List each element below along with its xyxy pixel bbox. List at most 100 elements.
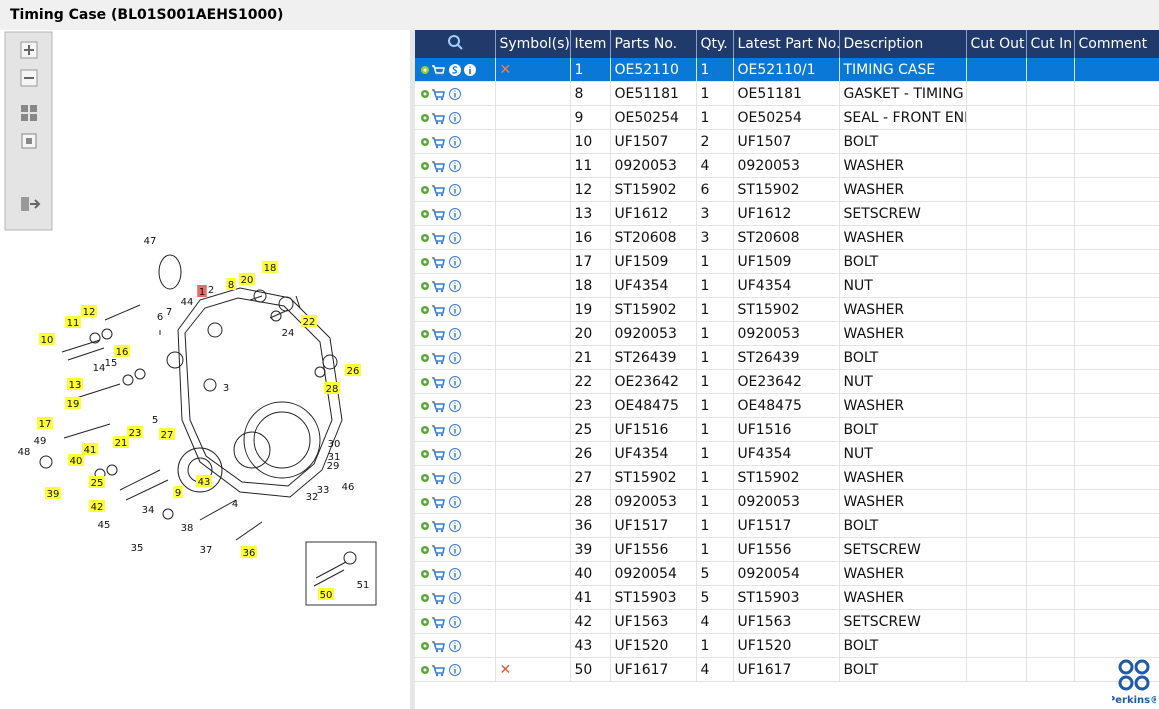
row-actions[interactable] (415, 249, 496, 274)
part-row[interactable]: 18 UF4354 1 UF4354 NUT (415, 273, 1159, 298)
column-header[interactable]: Cut Out (966, 30, 1027, 58)
row-icons[interactable] (419, 614, 483, 630)
row-icons[interactable] (419, 230, 483, 246)
part-row[interactable]: 27 ST15902 1 ST15902 WASHER (415, 465, 1159, 490)
row-actions[interactable] (415, 393, 496, 418)
row-icons[interactable] (419, 158, 483, 174)
callout-label[interactable]: 14 (93, 363, 106, 374)
callout-label[interactable]: 7 (166, 307, 172, 318)
row-icons[interactable] (419, 446, 483, 462)
part-row[interactable]: 36 UF1517 1 UF1517 BOLT (415, 513, 1159, 538)
callout-label[interactable]: 30 (328, 439, 341, 450)
callout-label[interactable]: 40 (70, 456, 83, 467)
callout-label[interactable]: 18 (264, 263, 277, 274)
callout-label[interactable]: 29 (327, 461, 340, 472)
row-icons[interactable] (419, 86, 483, 102)
row-icons[interactable] (419, 278, 483, 294)
callout-label[interactable]: 23 (129, 428, 142, 439)
callout-label[interactable]: 44 (181, 297, 194, 308)
callout-label[interactable]: 17 (39, 419, 52, 430)
callout-label[interactable]: 21 (115, 438, 128, 449)
fit-button[interactable] (21, 105, 37, 121)
row-icons[interactable] (419, 254, 483, 270)
row-icons[interactable] (419, 134, 483, 150)
column-header[interactable]: Item (570, 30, 611, 58)
callout-label[interactable]: 45 (98, 520, 111, 531)
row-actions[interactable] (415, 345, 496, 370)
callout-label[interactable]: 22 (303, 317, 316, 328)
part-row[interactable]: 19 ST15902 1 ST15902 WASHER (415, 297, 1159, 322)
callout-label[interactable]: 49 (34, 436, 47, 447)
row-icons[interactable] (419, 590, 483, 606)
column-header[interactable]: Qty. (696, 30, 734, 58)
callout-label[interactable]: 36 (243, 548, 256, 559)
part-row[interactable]: 10 UF1507 2 UF1507 BOLT (415, 129, 1159, 154)
callout-label[interactable]: 33 (317, 485, 330, 496)
callout-label[interactable]: 43 (198, 477, 211, 488)
part-row[interactable]: 23 OE48475 1 OE48475 WASHER (415, 393, 1159, 418)
callout-label[interactable]: 51 (357, 580, 370, 591)
row-actions[interactable] (415, 201, 496, 226)
callout-label[interactable]: 10 (41, 335, 54, 346)
row-icons[interactable] (419, 62, 483, 78)
row-actions[interactable] (415, 105, 496, 130)
callout-label[interactable]: 2 (208, 285, 214, 296)
part-row[interactable]: ✕ 1 OE52110 1 OE52110/1 TIMING CASE (415, 58, 1159, 82)
callout-label[interactable]: 20 (241, 275, 254, 286)
callout-label[interactable]: 28 (326, 384, 339, 395)
row-icons[interactable] (419, 662, 483, 678)
callout-label[interactable]: 26 (347, 366, 360, 377)
callout-label[interactable]: 35 (131, 543, 144, 554)
part-row[interactable]: 41 ST15903 5 ST15903 WASHER (415, 585, 1159, 610)
row-actions[interactable] (415, 129, 496, 154)
callout-label[interactable]: 31 (328, 452, 341, 463)
row-icons[interactable] (419, 542, 483, 558)
row-icons[interactable] (419, 638, 483, 654)
row-actions[interactable] (415, 441, 496, 466)
callout-label[interactable]: 19 (67, 399, 80, 410)
callout-label[interactable]: 38 (181, 523, 194, 534)
callout-label[interactable]: 34 (142, 505, 155, 516)
callout-label[interactable]: 6 (157, 312, 163, 323)
row-actions[interactable] (415, 297, 496, 322)
column-header[interactable]: Symbol(s) (495, 30, 571, 58)
row-actions[interactable] (415, 153, 496, 178)
callout-label[interactable]: 47 (144, 236, 157, 247)
row-icons[interactable] (419, 398, 483, 414)
callout-label[interactable]: 50 (320, 590, 333, 601)
callout-label[interactable]: 4 (232, 499, 238, 510)
part-row[interactable]: 42 UF1563 4 UF1563 SETSCREW (415, 609, 1159, 634)
export-button[interactable] (21, 197, 41, 211)
part-row[interactable]: 39 UF1556 1 UF1556 SETSCREW (415, 537, 1159, 562)
part-row[interactable]: 13 UF1612 3 UF1612 SETSCREW (415, 201, 1159, 226)
part-row[interactable]: 17 UF1509 1 UF1509 BOLT (415, 249, 1159, 274)
callout-label[interactable]: 24 (282, 328, 295, 339)
callout-label[interactable]: 13 (69, 380, 82, 391)
row-actions[interactable] (415, 657, 496, 682)
callout-label[interactable]: 11 (67, 318, 80, 329)
row-actions[interactable] (415, 609, 496, 634)
row-actions[interactable] (415, 561, 496, 586)
row-icons[interactable] (419, 470, 483, 486)
row-icons[interactable] (419, 326, 483, 342)
part-row[interactable]: 28 0920053 1 0920053 WASHER (415, 489, 1159, 514)
zoom-in-button[interactable] (20, 41, 38, 59)
row-actions[interactable] (415, 225, 496, 250)
row-icons[interactable] (419, 422, 483, 438)
part-row[interactable]: 25 UF1516 1 UF1516 BOLT (415, 417, 1159, 442)
search-icon[interactable] (447, 34, 463, 50)
row-actions[interactable] (415, 177, 496, 202)
callout-label[interactable]: 32 (306, 492, 319, 503)
part-row[interactable]: ✕ 50 UF1617 4 UF1617 BOLT (415, 657, 1159, 682)
row-actions[interactable] (415, 81, 496, 106)
row-icons[interactable] (419, 110, 483, 126)
row-actions[interactable] (415, 633, 496, 658)
row-icons[interactable] (419, 494, 483, 510)
callout-label[interactable]: 9 (175, 488, 181, 499)
part-row[interactable]: 43 UF1520 1 UF1520 BOLT (415, 633, 1159, 658)
row-icons[interactable] (419, 518, 483, 534)
row-actions[interactable] (415, 58, 496, 82)
row-actions[interactable] (415, 513, 496, 538)
row-actions[interactable] (415, 273, 496, 298)
column-header[interactable]: Latest Part No. (733, 30, 840, 58)
